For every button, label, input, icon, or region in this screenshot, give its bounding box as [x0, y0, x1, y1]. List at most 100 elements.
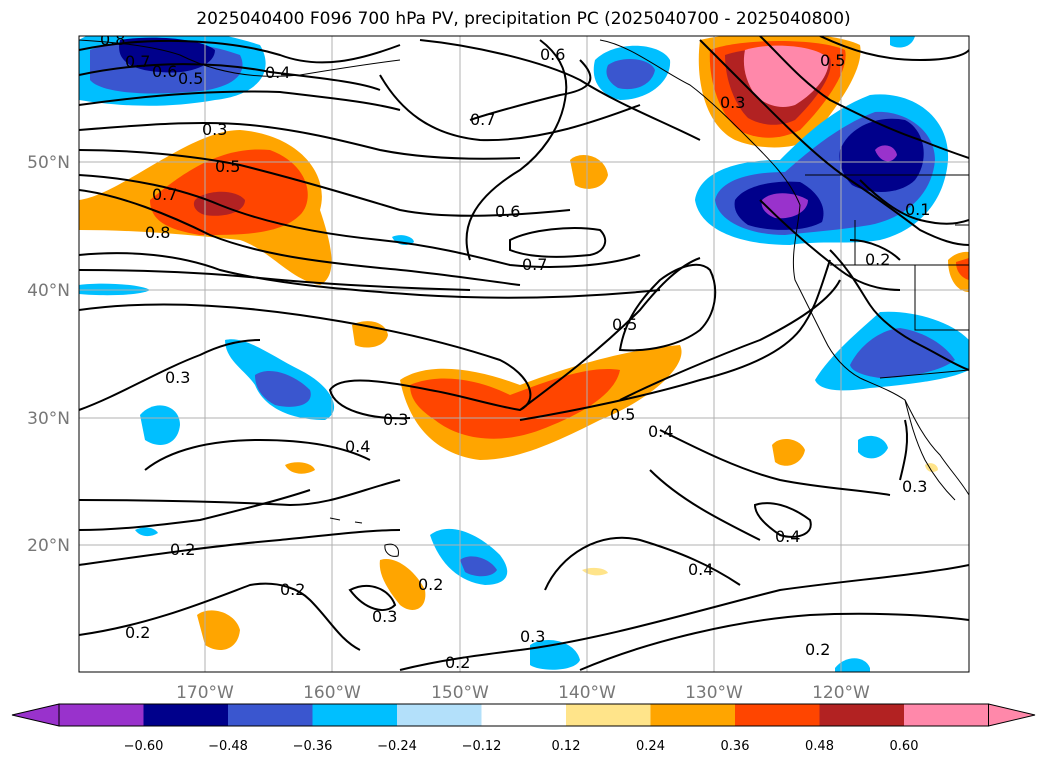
coastline-layer: [79, 39, 969, 557]
contour-label: 0.4: [688, 560, 713, 579]
contour-label: 0.5: [215, 157, 240, 176]
contour-label: 0.4: [265, 63, 290, 82]
neg-anomaly-region: [850, 328, 955, 378]
neg-anomaly-region: [255, 370, 311, 407]
contour-label: 0.2: [170, 540, 195, 559]
alaska-coastline: [79, 39, 301, 77]
contour-label: 0.2: [418, 575, 443, 594]
pos-anomaly-region: [772, 438, 805, 466]
north-america-coastline: [599, 39, 969, 496]
colorbar-segment: [650, 704, 735, 726]
lat-label: 20°N: [27, 536, 70, 556]
contour-label: 0.2: [865, 250, 890, 269]
pos-anomaly-region: [410, 369, 620, 439]
contour-label: 0.7: [522, 255, 547, 274]
colorbar-segment: [481, 704, 566, 726]
contour-label: 0.7: [470, 110, 495, 129]
contour-label: 0.4: [648, 422, 673, 441]
colorbar-tick-label: −0.48: [208, 739, 248, 754]
lat-label: 40°N: [27, 281, 70, 301]
colorbar-segment: [59, 704, 144, 726]
contour-label: 0.5: [178, 69, 203, 88]
colorbar-segment: [735, 704, 820, 726]
lat-label: 50°N: [27, 153, 70, 173]
lon-label: 150°W: [431, 683, 489, 703]
pos-anomaly-region: [956, 258, 969, 280]
us-mexico-border: [879, 369, 969, 379]
colorbar-tick-label: −0.60: [124, 739, 164, 754]
colorbar-tick-label: 0.24: [636, 739, 665, 754]
contour-label: 0.3: [165, 368, 190, 387]
contour-label: 0.3: [520, 627, 545, 646]
contour-label: 0.5: [612, 315, 637, 334]
contour-label: 0.6: [152, 62, 177, 81]
contour-label: 0.4: [345, 437, 370, 456]
contour-label: 0.7: [125, 52, 150, 71]
pos-anomaly-region: [379, 559, 426, 610]
baja-coastline: [904, 399, 956, 501]
colorbar-segment: [312, 704, 397, 726]
neg-anomaly-region: [875, 145, 897, 162]
pos-anomaly-region: [197, 610, 240, 650]
contour-label: 0.2: [805, 640, 830, 659]
contour-label: 0.8: [145, 223, 170, 242]
pos-anomaly-region: [570, 155, 608, 189]
contour-label: 0.6: [540, 45, 565, 64]
colorbar-tick-label: −0.24: [377, 739, 417, 754]
colorbar-segment: [143, 704, 228, 726]
hawaii-islands: [329, 517, 399, 557]
pos-anomaly-region: [582, 567, 608, 576]
colorbar-segment: [819, 704, 904, 726]
pos-anomaly-region: [743, 45, 829, 107]
contour-label: 0.5: [820, 51, 845, 70]
neg-anomaly-region: [140, 405, 180, 445]
colorbar-tick-label: −0.12: [462, 739, 502, 754]
colorbar-tick-label: −0.36: [293, 739, 333, 754]
pos-anomaly-region: [150, 149, 308, 235]
colorbar-tick-label: 0.60: [890, 739, 919, 754]
colorbar-tick-label: 0.12: [552, 739, 581, 754]
colorbar-segment: [566, 704, 651, 726]
neg-anomaly-region: [460, 556, 497, 577]
colorbar: −0.60 −0.48 −0.36 −0.24 −0.12 0.12 0.24 …: [11, 703, 1036, 754]
lon-label: 140°W: [558, 683, 616, 703]
neg-anomaly-region: [890, 36, 915, 48]
contour-label: 0.3: [383, 410, 408, 429]
contour-label: 0.7: [152, 185, 177, 204]
contour-label: 0.2: [125, 623, 150, 642]
lon-label: 160°W: [303, 683, 361, 703]
contour-label: 0.3: [372, 607, 397, 626]
colorbar-extend-left: [11, 703, 60, 727]
state-border: [914, 265, 969, 331]
contour-label: 0.1: [905, 200, 930, 219]
neg-anomaly-region: [79, 283, 150, 296]
lon-label: 130°W: [685, 683, 743, 703]
colorbar-segment: [228, 704, 313, 726]
lon-label: 120°W: [812, 683, 870, 703]
aleutian-islands: [299, 59, 401, 76]
contour-label: 0.2: [280, 580, 305, 599]
contour-label: 0.3: [720, 93, 745, 112]
pos-anomaly-region: [285, 462, 315, 474]
contour-label: 0.6: [495, 202, 520, 221]
colorbar-tick-label: 0.36: [721, 739, 750, 754]
neg-anomaly-region: [606, 58, 655, 90]
map-border: [78, 35, 970, 673]
lon-label: 170°W: [176, 683, 234, 703]
contour-label: 0.3: [202, 120, 227, 139]
neg-anomaly-region: [835, 658, 870, 672]
contour-label: 0.2: [445, 653, 470, 672]
contour-label: 0.8: [100, 30, 125, 49]
colorbar-extend-right: [988, 703, 1036, 727]
lat-label: 30°N: [27, 409, 70, 429]
colorbar-segment: [904, 704, 989, 726]
neg-anomaly-region: [135, 527, 158, 537]
contour-label: 0.4: [775, 527, 800, 546]
contour-label: 0.5: [610, 405, 635, 424]
map-panel: 0.8 0.7 0.6 0.5 0.4 0.3 0.7 0.6 0.5 0.7 …: [79, 30, 969, 672]
contour-labels: 0.8 0.7 0.6 0.5 0.4 0.3 0.7 0.6 0.5 0.7 …: [100, 30, 930, 672]
pv-contour-layer: [79, 36, 969, 671]
map-title: 2025040400 F096 700 hPa PV, precipitatio…: [196, 9, 851, 29]
colorbar-tick-label: 0.48: [805, 739, 834, 754]
